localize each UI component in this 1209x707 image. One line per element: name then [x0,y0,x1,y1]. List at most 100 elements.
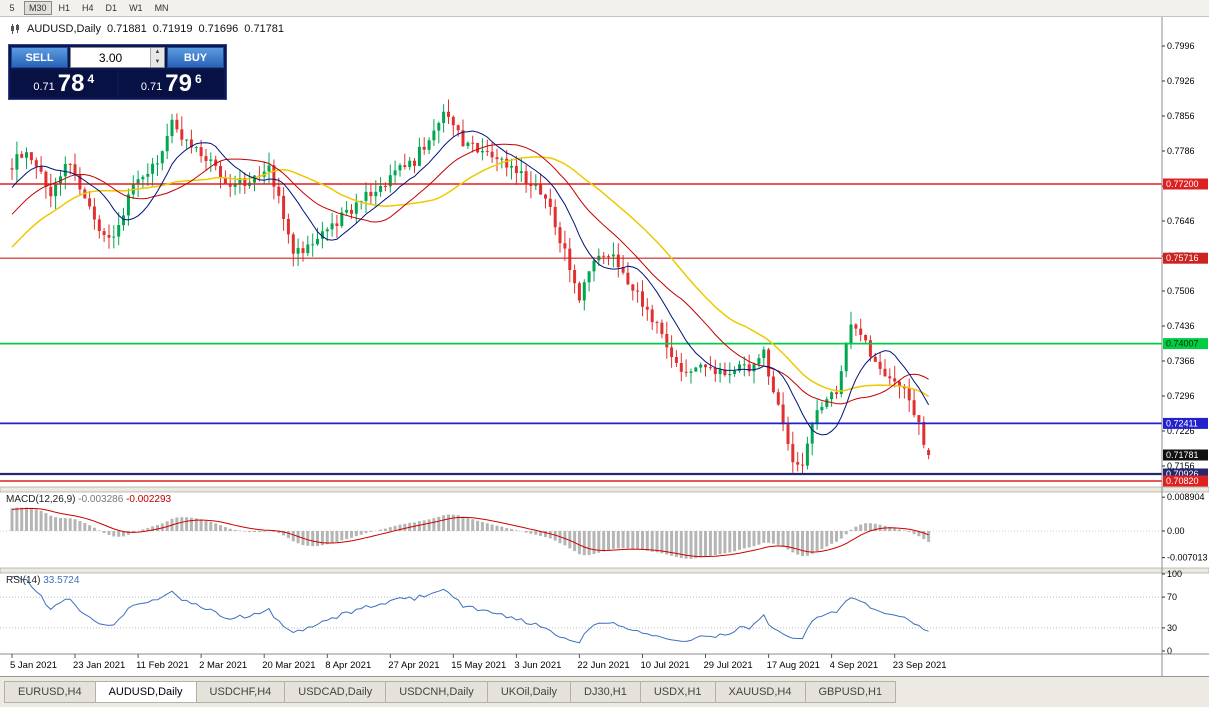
chart-tabs: EURUSD,H4 AUDUSD,Daily USDCHF,H4 USDCAD,Dai… [0,676,1209,707]
svg-text:8 Apr 2021: 8 Apr 2021 [325,660,371,671]
svg-text:23 Jan 2021: 23 Jan 2021 [73,660,125,671]
volume-input-group: ▲ ▼ [70,47,165,68]
svg-text:0.70820: 0.70820 [1166,476,1199,486]
tab-usdchf-h4[interactable]: USDCHF,H4 [196,681,286,703]
svg-text:0.7366: 0.7366 [1167,356,1195,366]
ma-34-line [11,156,930,398]
timeframe-button-d1[interactable]: D1 [101,1,123,15]
buy-price-big: 79 [165,70,192,97]
svg-text:0.7226: 0.7226 [1167,426,1195,436]
svg-text:0.7506: 0.7506 [1167,286,1195,296]
svg-text:23 Sep 2021: 23 Sep 2021 [893,660,947,671]
volume-input[interactable] [71,48,150,67]
tab-dj30-h1[interactable]: DJ30,H1 [571,681,641,703]
svg-text:5 Jan 2021: 5 Jan 2021 [10,660,57,671]
svg-text:3 Jun 2021: 3 Jun 2021 [514,660,561,671]
macd-pane: MACD(12,26,9) -0.003286 -0.002293 [0,494,1162,559]
price-badge: 0.72411 [1163,417,1208,429]
price-badge: 0.75716 [1163,252,1208,264]
svg-text:100: 100 [1167,569,1182,579]
svg-text:0.7436: 0.7436 [1167,321,1195,331]
svg-text:0.7926: 0.7926 [1167,76,1195,86]
symbol-header: AUDUSD,Daily 0.71881 0.71919 0.71696 0.7… [9,23,284,35]
svg-text:0.7646: 0.7646 [1167,216,1195,226]
svg-text:0.7156: 0.7156 [1167,461,1195,471]
tab-audusd-daily[interactable]: AUDUSD,Daily [95,681,197,703]
buy-button[interactable]: BUY [167,47,224,68]
tab-ukoil-daily[interactable]: UKOil,Daily [487,681,572,703]
sell-price-prefix: 0.71 [33,81,55,93]
svg-text:0.7786: 0.7786 [1167,146,1195,156]
timeframe-button-m30[interactable]: M30 [24,1,52,15]
timeframe-toolbar: 5 M30 H1 H4 D1 W1 MN [0,0,1209,17]
timeframe-button-h4[interactable]: H4 [77,1,99,15]
chart-icon [11,24,19,34]
tab-gbpusd-h1[interactable]: GBPUSD,H1 [805,681,897,703]
price-badge: 0.70820 [1163,475,1208,487]
svg-text:20 Mar 2021: 20 Mar 2021 [262,660,315,671]
pane-separator[interactable] [0,486,1209,493]
moving-averages [11,130,930,436]
rsi-label: RSI(14) 33.5724 [6,575,80,586]
chart-background [0,17,1209,676]
one-click-trading-panel: SELL ▲ ▼ BUY 0.71 78 4 0.71 79 6 [8,44,227,100]
pane-separator[interactable] [0,567,1209,574]
sell-button[interactable]: SELL [11,47,68,68]
svg-text:22 Jun 2021: 22 Jun 2021 [577,660,629,671]
tab-xauusd-h4[interactable]: XAUUSD,H4 [715,681,806,703]
svg-text:4 Sep 2021: 4 Sep 2021 [830,660,879,671]
time-axis[interactable]: 5 Jan 2021 23 Jan 2021 11 Feb 2021 2 Mar 20… [0,653,1209,671]
svg-text:-0.007013: -0.007013 [1167,553,1208,563]
svg-text:70: 70 [1167,592,1177,602]
candlesticks [10,99,931,475]
timeframe-button-5[interactable]: 5 [2,1,22,15]
timeframe-button-w1[interactable]: W1 [124,1,148,15]
svg-text:10 Jul 2021: 10 Jul 2021 [641,660,690,671]
horizontal-level-lines[interactable] [0,183,1162,482]
tab-usdcnh-daily[interactable]: USDCNH,Daily [386,681,488,703]
sell-price-display[interactable]: 0.71 78 4 [11,70,117,97]
ohlc-close: 0.71781 [244,23,285,35]
ohlc-low: 0.71696 [198,23,239,35]
svg-text:0.7856: 0.7856 [1167,111,1195,121]
svg-text:0.74007: 0.74007 [1166,339,1199,349]
chart-svg[interactable]: MACD(12,26,9) -0.003286 -0.002293 RSI(14)… [0,17,1209,676]
buy-price-display[interactable]: 0.71 79 6 [118,70,224,97]
svg-text:0.75716: 0.75716 [1166,253,1199,263]
svg-text:27 Apr 2021: 27 Apr 2021 [388,660,439,671]
svg-text:0.7996: 0.7996 [1167,41,1195,51]
price-badge: 0.70926 [1163,468,1208,480]
timeframe-button-h1[interactable]: H1 [54,1,76,15]
rsi-line [11,575,929,644]
svg-text:0.008904: 0.008904 [1167,492,1205,502]
volume-down-button[interactable]: ▼ [151,57,164,67]
tab-usdcad-daily[interactable]: USDCAD,Daily [285,681,387,703]
timeframe-button-mn[interactable]: MN [150,1,174,15]
sell-price-big: 78 [57,70,85,97]
symbol-name: AUDUSD,Daily [27,23,101,35]
volume-spinner: ▲ ▼ [150,48,164,67]
svg-text:17 Aug 2021: 17 Aug 2021 [767,660,820,671]
tab-eurusd-h4[interactable]: EURUSD,H4 [4,681,96,703]
price-badge: 0.74007 [1163,338,1208,350]
svg-text:0.7296: 0.7296 [1167,391,1195,401]
svg-text:15 May 2021: 15 May 2021 [451,660,506,671]
svg-text:0.72411: 0.72411 [1166,418,1198,428]
buy-price-prefix: 0.71 [140,81,163,93]
macd-label: MACD(12,26,9) -0.003286 -0.002293 [6,494,172,505]
svg-text:11 Feb 2021: 11 Feb 2021 [136,660,189,671]
macd-signal-line [11,507,929,558]
svg-text:30: 30 [1167,623,1177,633]
tab-usdx-h1[interactable]: USDX,H1 [640,681,716,703]
svg-text:29 Jul 2021: 29 Jul 2021 [704,660,753,671]
price-badge: 0.77200 [1163,178,1208,190]
ma-10-line [11,130,930,436]
svg-text:0.00: 0.00 [1167,526,1185,536]
svg-text:2 Mar 2021: 2 Mar 2021 [199,660,247,671]
volume-up-button[interactable]: ▲ [151,48,164,58]
buy-price-sup: 6 [194,72,202,86]
rsi-pane: RSI(14) 33.5724 [0,575,1162,644]
svg-text:0.71781: 0.71781 [1166,450,1199,460]
sell-price-sup: 4 [87,72,95,86]
